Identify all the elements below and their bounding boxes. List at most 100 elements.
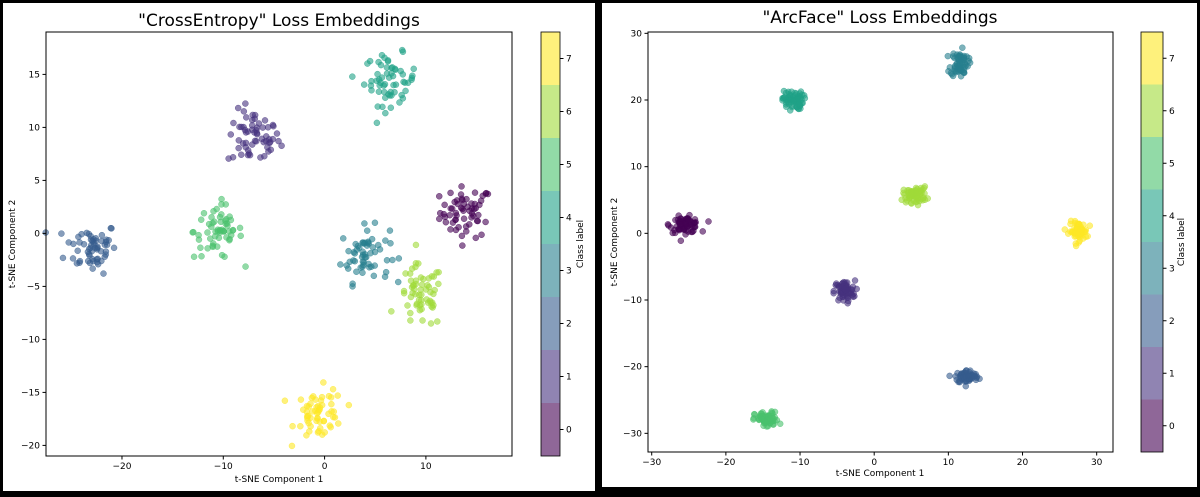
data-point-class-5	[190, 253, 198, 261]
data-point-class-7	[329, 385, 337, 393]
data-point-class-1	[255, 120, 263, 127]
y-tick-label: 10	[631, 163, 643, 173]
colorbar-tick-label: 7	[566, 55, 572, 65]
x-tick-label: −10	[214, 462, 233, 472]
data-point-class-7	[1077, 230, 1085, 237]
data-point-class-5	[766, 415, 774, 422]
data-point-class-7	[316, 404, 324, 411]
data-point-class-5	[197, 216, 205, 223]
data-point-class-7	[306, 428, 313, 435]
data-point-class-2	[98, 231, 106, 239]
data-point-class-2	[59, 254, 67, 262]
colorbar-segment-7	[1141, 32, 1163, 85]
data-point-class-1	[246, 151, 254, 159]
data-point-class-7	[300, 406, 307, 413]
data-point-class-3	[395, 255, 403, 262]
data-point-class-1	[243, 114, 250, 121]
data-point-class-5	[242, 263, 249, 270]
data-point-class-7	[1064, 230, 1072, 237]
data-point-class-5	[218, 201, 225, 208]
y-tick-label: −10	[21, 335, 40, 345]
data-point-class-7	[1061, 226, 1069, 233]
data-point-class-6	[920, 184, 928, 192]
colorbar-segment-6	[541, 85, 560, 138]
data-point-class-3	[349, 283, 356, 290]
data-point-class-3	[956, 51, 964, 58]
colorbar-label-crossentropy: Class label	[576, 220, 586, 268]
data-point-class-1	[227, 131, 235, 138]
data-point-class-7	[331, 414, 339, 421]
data-point-class-1	[851, 277, 859, 284]
data-point-class-7	[335, 420, 342, 427]
data-point-class-2	[100, 270, 107, 277]
data-point-class-1	[258, 135, 266, 143]
data-point-class-3	[957, 66, 964, 73]
x-tick-label: 10	[420, 462, 432, 472]
y-tick-label: −30	[623, 429, 642, 439]
data-point-class-5	[769, 421, 777, 428]
colorbar-segment-5	[1141, 137, 1163, 190]
data-point-class-0	[677, 237, 685, 245]
data-point-class-1	[275, 137, 282, 145]
data-point-class-6	[412, 241, 420, 249]
colorbar-tick-label: 1	[566, 373, 572, 383]
data-point-class-4	[381, 81, 389, 88]
data-point-class-4	[780, 87, 788, 95]
data-point-class-4	[378, 51, 386, 59]
data-point-class-3	[394, 278, 402, 286]
data-point-class-3	[387, 240, 394, 247]
data-point-class-4	[375, 58, 382, 66]
data-point-class-1	[269, 121, 277, 129]
data-point-class-5	[207, 235, 214, 242]
panel-arcface	[602, 3, 1197, 487]
data-point-class-0	[472, 234, 480, 242]
data-point-class-4	[410, 65, 417, 73]
data-point-class-1	[267, 146, 275, 154]
colorbar-tick-label: 2	[1169, 317, 1175, 327]
data-point-class-4	[349, 73, 356, 80]
y-tick-label: 0	[34, 229, 40, 239]
data-point-class-7	[314, 429, 322, 436]
y-tick-label: 15	[29, 70, 40, 80]
data-point-class-3	[389, 256, 396, 264]
data-point-class-5	[213, 243, 221, 250]
y-tick-label: −20	[623, 363, 642, 373]
data-point-class-5	[208, 223, 215, 231]
colorbar-tick-label: 0	[566, 426, 572, 436]
data-point-class-3	[956, 59, 964, 67]
colorbar-segment-6	[1141, 84, 1163, 137]
data-point-class-6	[413, 300, 421, 308]
data-point-class-6	[408, 265, 416, 272]
data-point-class-6	[433, 269, 440, 276]
data-point-class-2	[952, 373, 959, 380]
data-point-class-1	[850, 290, 857, 297]
data-point-class-0	[664, 221, 672, 228]
data-point-class-0	[677, 220, 684, 228]
data-point-class-6	[425, 275, 432, 282]
data-point-class-7	[1072, 228, 1079, 236]
data-point-class-3	[352, 240, 359, 248]
data-point-class-6	[400, 287, 408, 295]
x-tick-label: −10	[791, 458, 810, 468]
colorbar-tick-label: 4	[566, 214, 572, 224]
colorbar-frame	[540, 31, 561, 457]
data-point-class-6	[407, 317, 414, 324]
data-point-class-0	[459, 242, 466, 249]
data-point-class-0	[453, 197, 461, 204]
data-point-class-1	[830, 289, 837, 297]
data-point-class-3	[944, 52, 952, 60]
y-tick-label: 5	[34, 176, 40, 186]
data-point-class-4	[364, 60, 371, 67]
data-point-class-0	[440, 210, 448, 218]
data-point-class-0	[460, 215, 468, 222]
data-point-class-4	[360, 81, 368, 88]
x-axis-label-crossentropy: t-SNE Component 1	[235, 475, 324, 485]
colorbar-tick-label: 2	[566, 320, 572, 330]
data-point-class-3	[959, 44, 966, 51]
data-point-class-2	[962, 382, 970, 390]
data-point-class-3	[368, 235, 376, 243]
data-point-class-7	[1086, 222, 1094, 229]
data-point-class-7	[288, 442, 296, 450]
data-point-class-5	[236, 224, 244, 232]
data-point-class-4	[402, 87, 409, 95]
